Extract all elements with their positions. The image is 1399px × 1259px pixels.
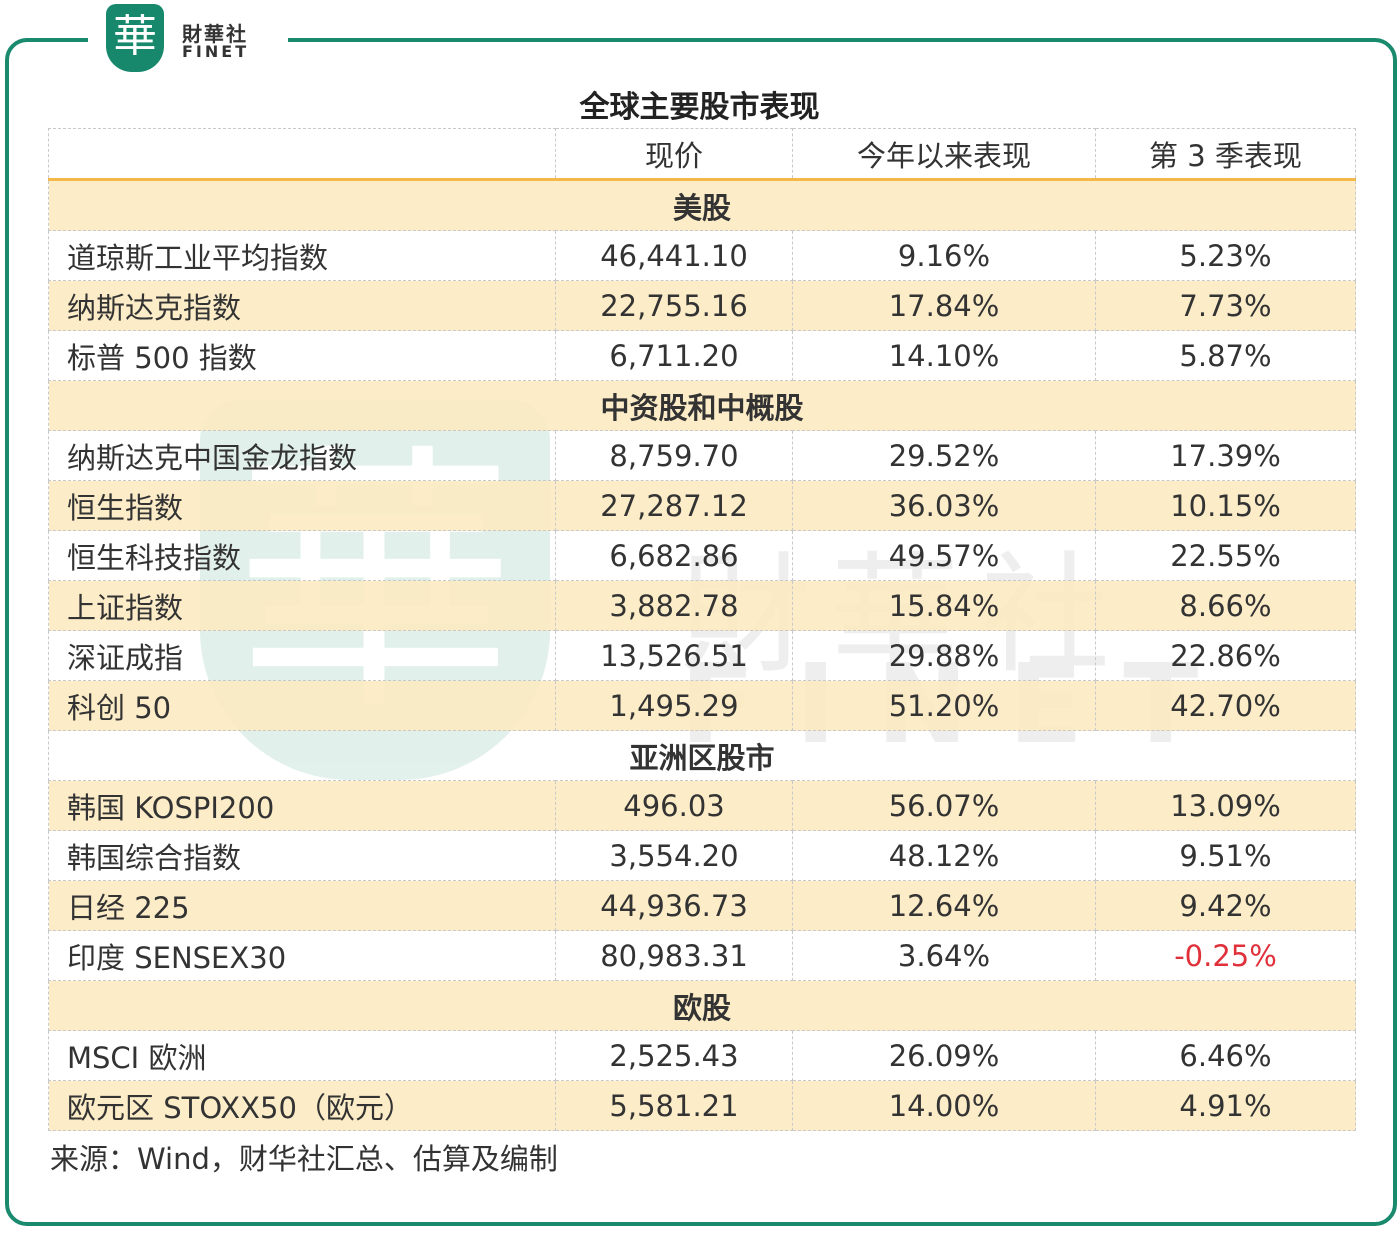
value-cell: 3,882.78: [555, 580, 793, 631]
value-cell: 36.03%: [792, 480, 1096, 531]
section-title: 亚洲区股市: [48, 730, 1356, 781]
header-row: 现价 今年以来表现第 3 季表现: [48, 128, 1356, 181]
value-cell: 8,759.70: [555, 430, 793, 481]
header-cell: 现价: [555, 128, 793, 181]
index-name: 科创 50: [48, 680, 556, 731]
index-name: MSCI 欧洲: [48, 1030, 556, 1081]
source: 来源：Wind，财华社汇总、估算及编制: [50, 1142, 558, 1176]
value-cell: 6,682.86: [555, 530, 793, 581]
section-title: 中资股和中概股: [48, 380, 1356, 431]
value-cell: 14.00%: [792, 1080, 1096, 1131]
data-row: 深证成指 13,526.51 29.88% 22.86%: [48, 630, 1356, 681]
value-cell: 56.07%: [792, 780, 1096, 831]
value-cell: 5.23%: [1095, 230, 1356, 281]
value-cell: 9.16%: [792, 230, 1096, 281]
value-cell: 22.55%: [1095, 530, 1356, 581]
value-cell: 8.66%: [1095, 580, 1356, 631]
value-cell: 2,525.43: [555, 1030, 793, 1081]
data-row: 纳斯达克指数 22,755.16 17.84% 7.73%: [48, 280, 1356, 331]
section-row: 中资股和中概股: [48, 380, 1356, 431]
index-name: 韩国综合指数: [48, 830, 556, 881]
index-name: 印度 SENSEX30: [48, 930, 556, 981]
header-cell: 今年以来表现: [792, 128, 1096, 181]
data-row: 韩国 KOSPI200 496.03 56.07% 13.09%: [48, 780, 1356, 831]
value-cell: 29.52%: [792, 430, 1096, 481]
value-cell: 4.91%: [1095, 1080, 1356, 1131]
index-name: 纳斯达克指数: [48, 280, 556, 331]
title: 全球主要股市表现: [579, 90, 820, 125]
logo: 華 財華社 FINET: [88, 0, 288, 80]
data-row: 纳斯达克中国金龙指数 8,759.70 29.52% 17.39%: [48, 430, 1356, 481]
index-name: 道琼斯工业平均指数: [48, 230, 556, 281]
value-cell: 10.15%: [1095, 480, 1356, 531]
value-cell: 17.84%: [792, 280, 1096, 331]
value-cell: 6.46%: [1095, 1030, 1356, 1081]
value-cell: 13,526.51: [555, 630, 793, 681]
value-cell: 29.88%: [792, 630, 1096, 681]
section-row: 美股: [48, 179, 1356, 231]
logo-mark: 華: [106, 4, 164, 72]
logo-latin: FINET: [182, 42, 250, 61]
data-row: 科创 50 1,495.29 51.20% 42.70%: [48, 680, 1356, 731]
header-cell: 第 3 季表现: [1095, 128, 1356, 181]
data-row: 欧元区 STOXX50（欧元） 5,581.21 14.00% 4.91%: [48, 1080, 1356, 1131]
index-name: 纳斯达克中国金龙指数: [48, 430, 556, 481]
value-cell: 46,441.10: [555, 230, 793, 281]
data-row: 日经 225 44,936.73 12.64% 9.42%: [48, 880, 1356, 931]
data-row: 标普 500 指数 6,711.20 14.10% 5.87%: [48, 330, 1356, 381]
frame: [5, 38, 1397, 1226]
value-cell: 5,581.21: [555, 1080, 793, 1131]
value-cell: 42.70%: [1095, 680, 1356, 731]
value-cell: 17.39%: [1095, 430, 1356, 481]
value-cell: 5.87%: [1095, 330, 1356, 381]
value-cell: 6,711.20: [555, 330, 793, 381]
data-row: MSCI 欧洲 2,525.43 26.09% 6.46%: [48, 1030, 1356, 1081]
value-cell: 22.86%: [1095, 630, 1356, 681]
table: 现价 今年以来表现第 3 季表现 美股 道琼斯工业平均指数 46,441.10 9.16%…: [48, 128, 1356, 1131]
header-cell: [48, 128, 556, 181]
logo-name: 財華社: [182, 22, 248, 46]
index-name: 恒生指数: [48, 480, 556, 531]
index-name: 欧元区 STOXX50（欧元）: [48, 1080, 556, 1131]
value-cell: 496.03: [555, 780, 793, 831]
value-cell: 3,554.20: [555, 830, 793, 881]
value-cell: 80,983.31: [555, 930, 793, 981]
data-row: 上证指数 3,882.78 15.84% 8.66%: [48, 580, 1356, 631]
index-name: 日经 225: [48, 880, 556, 931]
section-title: 美股: [48, 179, 1356, 231]
index-name: 标普 500 指数: [48, 330, 556, 381]
value-cell: 9.51%: [1095, 830, 1356, 881]
section-title: 欧股: [48, 980, 1356, 1031]
value-cell: 9.42%: [1095, 880, 1356, 931]
value-cell: 27,287.12: [555, 480, 793, 531]
data-row: 恒生指数 27,287.12 36.03% 10.15%: [48, 480, 1356, 531]
index-name: 深证成指: [48, 630, 556, 681]
value-cell: 7.73%: [1095, 280, 1356, 331]
data-row: 韩国综合指数 3,554.20 48.12% 9.51%: [48, 830, 1356, 881]
data-row: 恒生科技指数 6,682.86 49.57% 22.55%: [48, 530, 1356, 581]
section-row: 亚洲区股市: [48, 730, 1356, 781]
value-cell: 1,495.29: [555, 680, 793, 731]
value-cell: 13.09%: [1095, 780, 1356, 831]
section-row: 欧股: [48, 980, 1356, 1031]
value-cell: 26.09%: [792, 1030, 1096, 1081]
index-name: 恒生科技指数: [48, 530, 556, 581]
value-cell: 44,936.73: [555, 880, 793, 931]
value-cell: 49.57%: [792, 530, 1096, 581]
value-cell: -0.25%: [1095, 930, 1356, 981]
index-name: 韩国 KOSPI200: [48, 780, 556, 831]
index-name: 上证指数: [48, 580, 556, 631]
value-cell: 48.12%: [792, 830, 1096, 881]
value-cell: 15.84%: [792, 580, 1096, 631]
value-cell: 3.64%: [792, 930, 1096, 981]
value-cell: 22,755.16: [555, 280, 793, 331]
value-cell: 12.64%: [792, 880, 1096, 931]
value-cell: 51.20%: [792, 680, 1096, 731]
data-row: 道琼斯工业平均指数 46,441.10 9.16% 5.23%: [48, 230, 1356, 281]
value-cell: 14.10%: [792, 330, 1096, 381]
data-row: 印度 SENSEX30 80,983.31 3.64% -0.25%: [48, 930, 1356, 981]
